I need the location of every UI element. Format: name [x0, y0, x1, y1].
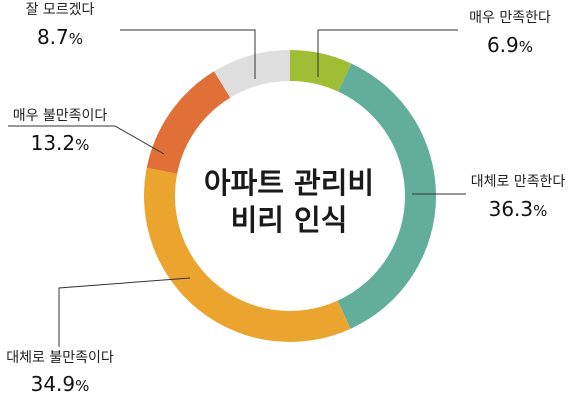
- donut-slices: [144, 50, 436, 342]
- leader-line-1: [317, 29, 458, 77]
- slice-label-3: 대체로 불만족이다: [6, 350, 114, 366]
- data-label-3: 34.9%: [31, 372, 90, 396]
- slice-labels: 매우 만족한다 6.9% 대체로 만족한다 36.3% 대체로 불만족이다 34.9% 매우…: [6, 2, 565, 396]
- leader-line-5: [120, 29, 256, 79]
- leader-lines: [8, 29, 466, 347]
- chart-title-line-2: 비리 인식: [231, 203, 348, 237]
- chart-title-line-1: 아파트 관리비: [204, 166, 374, 200]
- data-label-4: 13.2%: [31, 131, 90, 155]
- leader-line-3: [58, 277, 191, 347]
- slice-label-1: 매우 만족한다: [469, 10, 551, 26]
- data-label-5: 8.7%: [37, 25, 83, 49]
- data-label-2: 36.3%: [489, 197, 548, 221]
- data-label-1: 6.9%: [487, 33, 533, 57]
- slice-label-5: 잘 모르겠다: [26, 2, 95, 18]
- slice-4: [146, 71, 231, 174]
- slice-label-4: 매우 불만족이다: [13, 108, 108, 124]
- slice-1: [290, 50, 352, 92]
- slice-5: [214, 50, 290, 98]
- slice-3: [144, 167, 351, 342]
- slice-2: [337, 63, 436, 329]
- leader-line-4: [8, 125, 165, 155]
- slice-label-2: 대체로 만족한다: [471, 174, 566, 190]
